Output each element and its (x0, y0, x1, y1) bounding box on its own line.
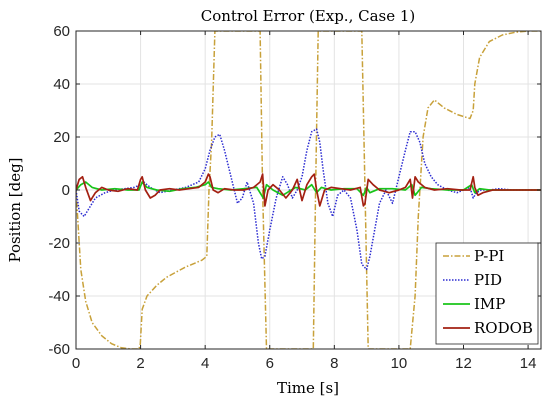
y-tick-label: 20 (53, 129, 70, 146)
chart-title: Control Error (Exp., Case 1) (201, 7, 416, 25)
series-line-pid (76, 128, 541, 271)
x-tick-label: 6 (266, 355, 274, 372)
series-line-rodob (76, 173, 541, 207)
x-axis-label: Time [s] (277, 379, 339, 397)
x-tick-label: 2 (136, 355, 144, 372)
y-tick-label: -40 (48, 288, 70, 305)
tick-layer: 0 2 4 6 8 10 12 14 -60 -40 -20 0 20 40 60 (48, 23, 541, 372)
y-tick-label: 40 (53, 76, 70, 93)
x-tick-label: 14 (520, 355, 537, 372)
y-tick-label: 60 (53, 23, 70, 40)
legend-entries: P-PI PID IMP RODOB (443, 247, 533, 337)
y-tick-label: 0 (62, 182, 70, 199)
x-tick-label: 12 (455, 355, 472, 372)
y-axis-label: Position [deg] (6, 157, 24, 262)
legend-label: IMP (474, 295, 505, 313)
legend-label: PID (474, 271, 502, 289)
x-tick-label: 8 (330, 355, 338, 372)
y-tick-label: -60 (48, 341, 70, 358)
y-tick-label: -20 (48, 235, 70, 252)
series-line-p-pi (76, 31, 541, 349)
legend-label: RODOB (474, 319, 533, 337)
x-tick-label: 0 (72, 355, 80, 372)
legend-label: P-PI (474, 247, 504, 265)
chart-legend: P-PI PID IMP RODOB (435, 242, 539, 345)
x-tick-label: 4 (201, 355, 209, 372)
x-tick-label: 10 (391, 355, 408, 372)
series-layer (76, 31, 541, 349)
